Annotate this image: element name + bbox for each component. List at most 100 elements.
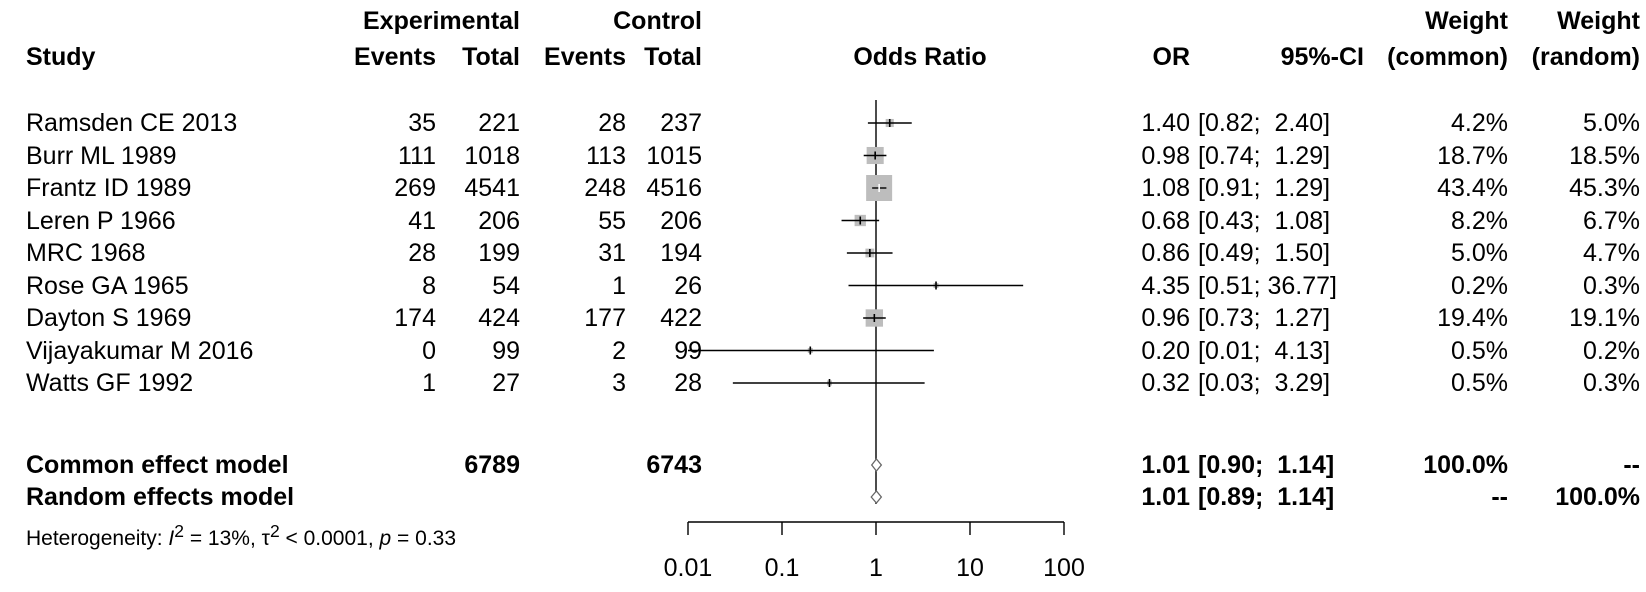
ctl-total: 26 [674, 271, 702, 300]
ctl-events: 248 [584, 174, 626, 202]
study-or: 0.32 [1141, 369, 1190, 397]
exp-total: 27 [492, 369, 520, 397]
x-tick-label: 1 [869, 554, 883, 582]
common-weight-random: -- [1623, 451, 1640, 479]
common-weight-common: 100.0% [1423, 451, 1508, 479]
tau-superscript: 2 [269, 521, 280, 541]
weight-common: 43.4% [1437, 174, 1508, 202]
ctl-events: 31 [598, 239, 626, 267]
exp-total-header: Total [462, 43, 520, 71]
weight-random: 18.5% [1569, 141, 1640, 170]
exp-total: 4541 [464, 174, 520, 202]
exp-total: 199 [478, 239, 520, 267]
common-ci: [0.90; 1.14] [1198, 451, 1335, 479]
random-ci: [0.89; 1.14] [1198, 483, 1335, 511]
study-or: 0.96 [1141, 304, 1190, 332]
weight-random-subheader: (random) [1531, 43, 1640, 71]
common-model-label: Common effect model [26, 451, 289, 479]
tau-value: < 0.0001, [279, 527, 380, 550]
study-ci: [0.49; 1.50] [1198, 239, 1331, 267]
exp-total: 99 [492, 336, 520, 365]
ctl-total: 206 [660, 206, 702, 235]
ctl-total: 28 [674, 369, 702, 397]
weight-random: 5.0% [1583, 109, 1640, 137]
exp-total: 206 [478, 206, 520, 235]
control-header: Control [613, 7, 702, 35]
study-ci: [0.43; 1.08] [1198, 206, 1331, 235]
study-name: Dayton S 1969 [26, 304, 192, 332]
ctl-total: 4516 [646, 174, 702, 202]
ctl-events: 177 [584, 304, 626, 332]
exp-total: 424 [478, 304, 520, 332]
summary-diamond-random [870, 489, 883, 505]
weight-common-header: Weight [1425, 7, 1508, 35]
study-or: 1.08 [1141, 174, 1190, 202]
study-header: Study [26, 43, 96, 71]
weight-common: 4.2% [1451, 109, 1508, 137]
heterogeneity-text: Heterogeneity: I2 = 13%, τ2 < 0.0001, p … [26, 518, 456, 552]
ctl-total: 237 [660, 109, 702, 137]
random-weight-random: 100.0% [1555, 483, 1640, 511]
study-ci: [0.74; 1.29] [1198, 141, 1331, 170]
ctl-events: 2 [612, 336, 626, 365]
study-or: 0.20 [1141, 336, 1190, 365]
ctl-total: 422 [660, 304, 702, 332]
i2-symbol: I [168, 527, 175, 550]
p-value: = 0.33 [391, 527, 457, 550]
exp-total: 1018 [464, 141, 520, 170]
p-symbol: p [379, 527, 392, 550]
common-ctl-total: 6743 [646, 451, 702, 479]
study-or: 0.86 [1141, 239, 1190, 267]
experimental-header: Experimental [362, 7, 520, 35]
x-tick-label: 10 [956, 554, 984, 582]
study-name: Leren P 1966 [26, 206, 176, 235]
summary-diamond-common [870, 457, 883, 473]
ctl-total-header: Total [644, 43, 702, 71]
i2-superscript: 2 [174, 521, 184, 541]
weight-random: 0.2% [1583, 336, 1640, 365]
or-header: OR [1152, 43, 1191, 71]
x-tick-label: 0.01 [664, 554, 713, 582]
common-or: 1.01 [1141, 451, 1190, 479]
study-or: 0.98 [1141, 141, 1190, 170]
x-tick-label: 0.1 [765, 554, 800, 582]
study-name: Rose GA 1965 [26, 271, 189, 300]
weight-common: 0.5% [1451, 369, 1508, 397]
weight-random: 6.7% [1583, 206, 1640, 235]
study-name: MRC 1968 [26, 239, 146, 267]
weight-random: 45.3% [1569, 174, 1640, 202]
exp-total: 221 [478, 109, 520, 137]
exp-events: 8 [422, 271, 436, 300]
ctl-total: 194 [660, 239, 702, 267]
ctl-events: 1 [612, 271, 626, 300]
exp-events: 0 [422, 336, 436, 365]
study-name: Watts GF 1992 [26, 369, 194, 397]
study-name: Frantz ID 1989 [26, 174, 192, 202]
weight-random: 4.7% [1583, 239, 1640, 267]
exp-events: 174 [394, 304, 436, 332]
exp-events: 111 [397, 141, 436, 170]
random-model-label: Random effects model [26, 483, 295, 511]
exp-events: 1 [422, 369, 436, 397]
i2-value: = 13%, [184, 527, 262, 550]
ctl-events: 55 [598, 206, 626, 235]
weight-common-subheader: (common) [1387, 43, 1508, 71]
weight-random: 0.3% [1583, 271, 1640, 300]
odds-ratio-header: Odds Ratio [853, 43, 987, 71]
common-exp-total: 6789 [464, 451, 520, 479]
weight-common: 0.2% [1451, 271, 1508, 300]
study-ci: [0.01; 4.13] [1198, 336, 1331, 365]
study-or: 4.35 [1141, 271, 1190, 300]
study-or: 1.40 [1141, 109, 1190, 137]
random-weight-common: -- [1491, 483, 1508, 511]
exp-events: 269 [394, 174, 436, 202]
x-tick-label: 100 [1043, 554, 1085, 582]
exp-events: 41 [408, 206, 436, 235]
ctl-total: 1015 [646, 141, 702, 170]
exp-events: 35 [408, 109, 436, 137]
tau-symbol: τ [261, 527, 270, 550]
study-ci: [0.51; 36.77] [1198, 271, 1338, 300]
study-ci: [0.03; 3.29] [1198, 369, 1331, 397]
study-name: Vijayakumar M 2016 [26, 336, 254, 365]
